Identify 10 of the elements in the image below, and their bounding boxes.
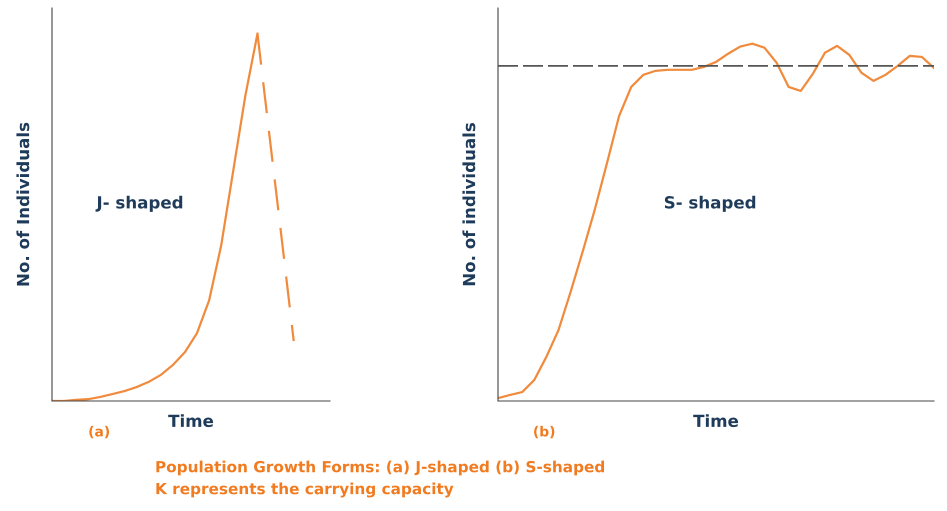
text: K represents the carrying capacity: [156, 482, 454, 498]
y-axis-title: No. of Individuals: [16, 122, 30, 286]
annotation: J- shaped: [96, 196, 182, 212]
text: (a): [89, 426, 110, 438]
annotation: S- shaped: [664, 196, 756, 212]
x-axis-title: Time: [693, 414, 738, 428]
y-axis-title: No. of individuals: [462, 123, 476, 286]
x-axis-title: Time: [168, 414, 214, 428]
text: (b): [534, 426, 554, 438]
text: Population Growth Forms: (a) J-shaped (b) S-shaped: [156, 460, 604, 476]
